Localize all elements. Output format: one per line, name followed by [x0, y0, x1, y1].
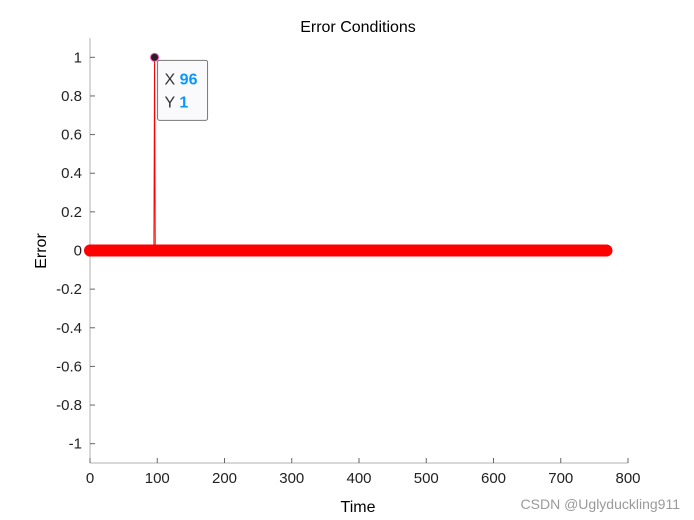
y-tick-label: 0.6 — [61, 127, 82, 144]
y-tick-label: 0.2 — [61, 204, 82, 221]
axes: 0 100 200 300 400 500 600 700 800 -1 -0.8 -0.6 -0.4 -… — [56, 38, 641, 487]
datatip-y-value: 1 — [179, 94, 188, 111]
y-tick-label: -0.2 — [56, 281, 82, 298]
x-tick-label: 400 — [346, 470, 371, 487]
svg-text:Y 1: Y 1 — [165, 94, 189, 111]
y-tick-label: 0.8 — [61, 88, 82, 105]
x-tick-label: 800 — [615, 470, 640, 487]
x-tick-label: 200 — [212, 470, 237, 487]
y-tick-label: -0.8 — [56, 397, 82, 414]
chart-title: Error Conditions — [300, 19, 416, 36]
y-tick-label: -0.4 — [56, 320, 82, 337]
datatip-x-label: X — [165, 71, 176, 88]
y-tick-label: 0.4 — [61, 165, 82, 182]
y-tick-label: -0.6 — [56, 358, 82, 375]
svg-text:X 96: X 96 — [165, 71, 198, 88]
datatip-marker — [150, 52, 160, 62]
datatip-box — [157, 59, 209, 121]
watermark: CSDN @Uglyduckling911 — [520, 496, 680, 512]
y-axis-label: Error — [33, 233, 50, 269]
x-tick-label: 0 — [86, 470, 94, 487]
y-tick-label: -1 — [69, 436, 82, 453]
x-tick-label: 700 — [548, 470, 573, 487]
datatip-y-label: Y — [165, 94, 176, 111]
datatip[interactable]: X 96 Y 1 — [150, 52, 209, 121]
x-tick-label: 100 — [145, 470, 170, 487]
x-tick-label: 300 — [279, 470, 304, 487]
datatip-x-value: 96 — [180, 71, 198, 88]
x-tick-label: 600 — [481, 470, 506, 487]
y-tick-label: 1 — [74, 49, 82, 66]
y-tick-label: 0 — [74, 243, 82, 260]
x-axis-label: Time — [341, 499, 376, 516]
plot-series — [84, 54, 613, 257]
data-point — [600, 244, 613, 257]
x-tick-label: 500 — [414, 470, 439, 487]
